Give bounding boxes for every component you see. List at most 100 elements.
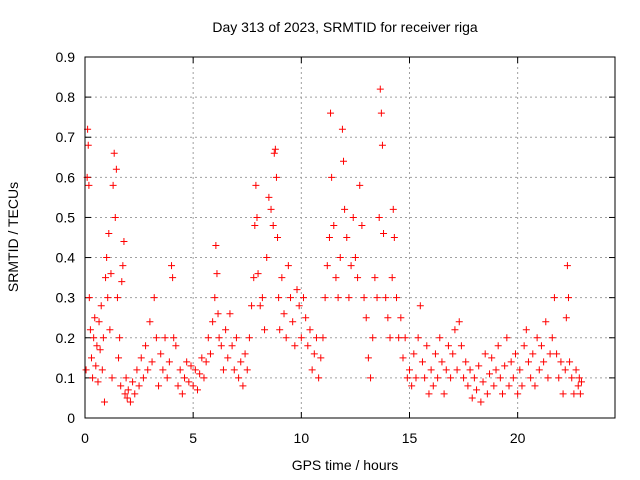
y-tick-label: 0 [67, 410, 75, 426]
data-point [416, 302, 424, 310]
data-point [527, 374, 535, 382]
data-point [354, 274, 362, 282]
data-point [343, 234, 351, 241]
data-point [142, 342, 150, 350]
data-point [215, 334, 223, 342]
data-point [393, 294, 401, 302]
data-point [418, 358, 426, 366]
data-point [206, 350, 214, 358]
data-point [84, 141, 92, 149]
y-axis-label: SRMTID / TECUs [5, 182, 21, 292]
data-point [202, 358, 210, 366]
data-point [119, 262, 127, 270]
y-tick-label: 0.2 [56, 330, 76, 346]
data-point [289, 318, 297, 326]
data-point [157, 350, 165, 358]
data-point [178, 390, 186, 398]
data-point [135, 382, 143, 390]
data-point [377, 109, 385, 117]
data-point [176, 366, 184, 374]
data-point [375, 213, 383, 221]
data-point [494, 342, 502, 350]
y-tick-label: 0.8 [56, 89, 76, 105]
data-point [92, 362, 100, 370]
data-point [399, 354, 407, 362]
data-point [211, 294, 219, 302]
data-point [330, 221, 338, 229]
data-point [310, 350, 318, 358]
data-point [460, 374, 468, 382]
data-point [475, 362, 483, 370]
data-point [104, 294, 112, 302]
data-point [468, 394, 476, 402]
data-point [282, 334, 290, 342]
data-point [183, 358, 191, 366]
data-point [431, 350, 439, 358]
data-point [191, 366, 199, 374]
data-point [98, 366, 106, 374]
x-tick-label: 0 [81, 430, 89, 446]
data-point [542, 318, 550, 326]
data-point [388, 274, 396, 282]
data-point [540, 358, 548, 366]
data-point [351, 254, 359, 262]
data-point [139, 374, 147, 382]
data-point [133, 366, 141, 374]
data-point [395, 334, 403, 342]
data-point [376, 85, 384, 93]
x-tick-label: 10 [294, 430, 310, 446]
data-point [442, 366, 450, 374]
data-point [559, 390, 567, 398]
data-point [341, 205, 349, 213]
data-point [553, 350, 561, 358]
data-point [239, 382, 247, 390]
data-point [405, 366, 413, 374]
data-point [108, 374, 116, 382]
data-point [155, 382, 163, 390]
data-point [317, 354, 325, 362]
data-point [224, 354, 232, 362]
data-point [488, 354, 496, 362]
chart-title: Day 313 of 2023, SRMTID for receiver rig… [212, 19, 478, 35]
data-point [574, 382, 582, 390]
data-point [85, 294, 93, 302]
data-point [213, 270, 221, 278]
y-tick-label: 0.9 [56, 49, 76, 65]
data-point [168, 262, 176, 270]
data-point [122, 374, 130, 382]
data-point [380, 229, 388, 237]
data-point [198, 354, 206, 362]
data-point [434, 374, 442, 382]
data-point [82, 366, 90, 374]
data-point [116, 334, 124, 342]
data-point [470, 374, 478, 382]
data-point [562, 314, 570, 322]
data-point [99, 334, 107, 342]
data-point [483, 390, 491, 398]
data-point [507, 358, 515, 366]
data-point [378, 141, 386, 149]
data-point [217, 342, 225, 350]
data-point [131, 390, 139, 398]
data-point [87, 354, 95, 362]
data-point [338, 125, 346, 133]
data-point [228, 342, 236, 350]
data-point [568, 374, 576, 382]
data-point [529, 350, 537, 358]
data-point [509, 374, 517, 382]
data-point [438, 358, 446, 366]
data-point [423, 342, 431, 350]
data-point [299, 294, 307, 302]
data-point [102, 274, 110, 282]
data-point [462, 358, 470, 366]
data-point [427, 366, 435, 374]
data-point [531, 382, 539, 390]
data-point [533, 334, 541, 342]
y-tick-label: 0.3 [56, 290, 76, 306]
data-point [473, 386, 481, 394]
data-point [109, 181, 117, 189]
data-point [209, 318, 217, 326]
data-point [561, 366, 569, 374]
data-point [503, 334, 511, 342]
data-point [204, 334, 212, 342]
